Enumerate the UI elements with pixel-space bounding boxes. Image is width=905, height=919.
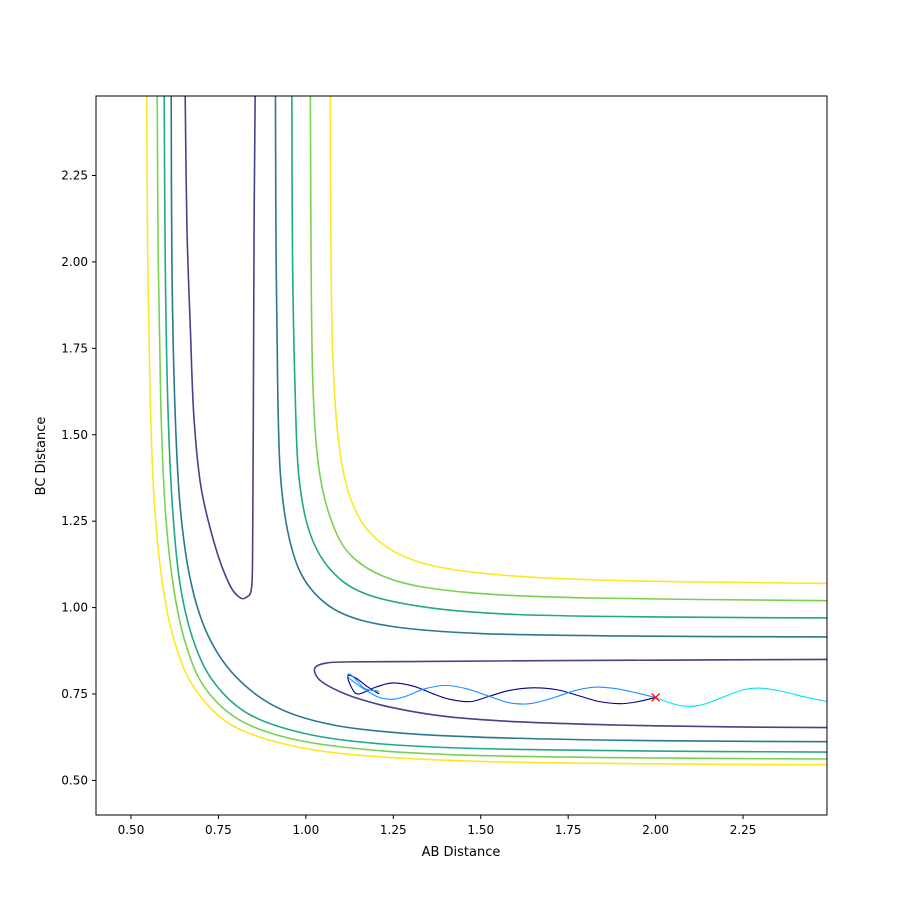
x-tick-label: 0.75 (205, 823, 232, 837)
contour-line-3-0 (156, 96, 827, 760)
marker-layer (651, 693, 661, 702)
x-tick-label: 2.00 (642, 823, 669, 837)
y-tick-label: 2.25 (61, 169, 88, 183)
contour-lines (145, 96, 827, 766)
trajectory-line-1 (346, 673, 656, 705)
contour-line-2-0 (163, 96, 827, 753)
plot-frame (95, 95, 828, 816)
trajectory-lines (346, 673, 827, 707)
y-tick-label: 2.00 (61, 255, 88, 269)
contour-line-2-1 (291, 96, 827, 619)
y-tick-label: 1.25 (61, 514, 88, 528)
x-tick-label: 0.50 (118, 823, 145, 837)
contour-line-1-1 (274, 96, 827, 638)
contour-line-4-1 (329, 96, 827, 585)
x-tick-label: 1.00 (292, 823, 319, 837)
y-tick-label: 1.00 (61, 601, 88, 615)
contour-line-1-0 (170, 96, 827, 743)
x-tick-label: 2.25 (730, 823, 757, 837)
y-axis-label: BC Distance (34, 417, 49, 496)
x-tick-label: 1.50 (467, 823, 494, 837)
x-tick-label: 1.75 (555, 823, 582, 837)
x-axis-label: AB Distance (422, 845, 501, 860)
y-axis-ticks: 0.50 0.75 1.00 1.25 1.50 1.75 2.00 2.25 (61, 169, 96, 787)
y-tick-label: 1.75 (61, 341, 88, 355)
x-tick-label: 1.25 (380, 823, 407, 837)
contour-line-0-1 (313, 658, 827, 729)
contour-line-3-1 (309, 96, 827, 602)
trajectory-line-2 (655, 687, 827, 707)
y-tick-label: 1.50 (61, 428, 88, 442)
contour-line-4-0 (145, 96, 827, 766)
contour-line-0-0 (184, 96, 256, 600)
trajectory-line-0 (347, 674, 656, 705)
y-tick-label: 0.75 (61, 687, 88, 701)
y-tick-label: 0.50 (61, 773, 88, 787)
start-marker (651, 693, 661, 702)
x-axis-ticks: 0.50 0.75 1.00 1.25 1.50 1.75 2.00 2.25 (118, 815, 757, 837)
